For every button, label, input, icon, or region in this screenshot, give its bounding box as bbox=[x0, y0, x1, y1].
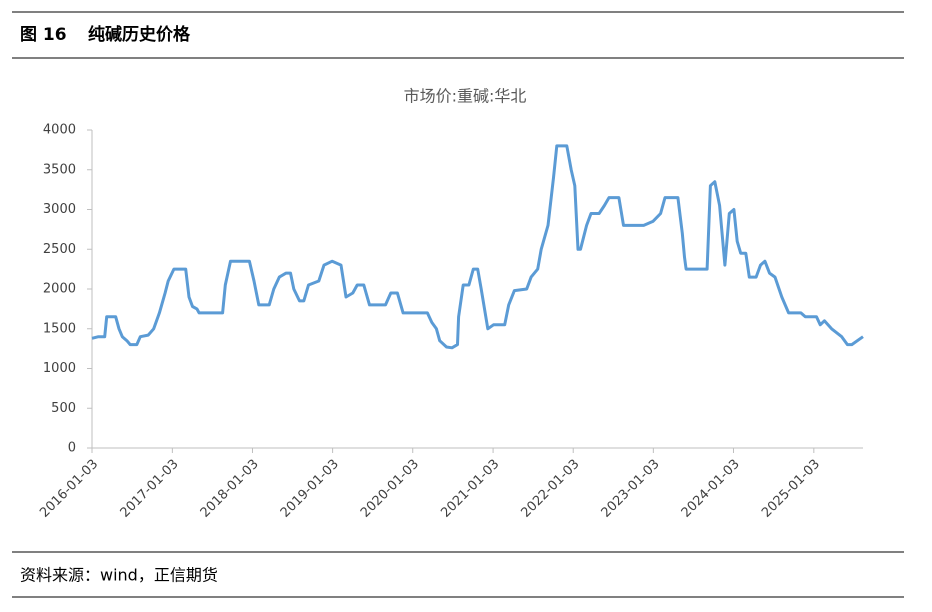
line bbox=[91, 144, 864, 350]
x-tick-label: 2020-01-03 bbox=[358, 457, 422, 521]
chart-title: 市场价:重碱:华北 bbox=[404, 87, 527, 106]
x-tick-label: 2024-01-03 bbox=[679, 457, 743, 521]
x-tick-label: 2025-01-03 bbox=[759, 457, 823, 521]
x-tick-label: 2019-01-03 bbox=[278, 457, 342, 521]
x-tick-label: 2023-01-03 bbox=[599, 457, 663, 521]
y-tick-label: 1500 bbox=[43, 321, 76, 336]
y-tick-label: 2000 bbox=[43, 282, 76, 297]
source: 资料来源：wind，正信期货 bbox=[20, 566, 218, 585]
x-tick-label: 2016-01-03 bbox=[37, 457, 101, 521]
y-tick-label: 500 bbox=[51, 401, 76, 416]
y-tick-label: 1000 bbox=[43, 361, 76, 376]
x-tick-label: 2022-01-03 bbox=[518, 457, 582, 521]
figure-number: 图 16 bbox=[20, 25, 67, 45]
x-tick-label: 2018-01-03 bbox=[198, 457, 262, 521]
x-tick-label: 2017-01-03 bbox=[118, 457, 182, 521]
y-tick-label: 3000 bbox=[43, 202, 76, 217]
figure-title: 纯碱历史价格 bbox=[88, 24, 191, 45]
y-tick-label: 2500 bbox=[43, 242, 76, 257]
y-tick-label: 0 bbox=[68, 441, 76, 456]
y-tick-label: 3500 bbox=[43, 162, 76, 177]
y-tick-label: 4000 bbox=[43, 123, 76, 138]
x-tick-label: 2021-01-03 bbox=[438, 457, 502, 521]
